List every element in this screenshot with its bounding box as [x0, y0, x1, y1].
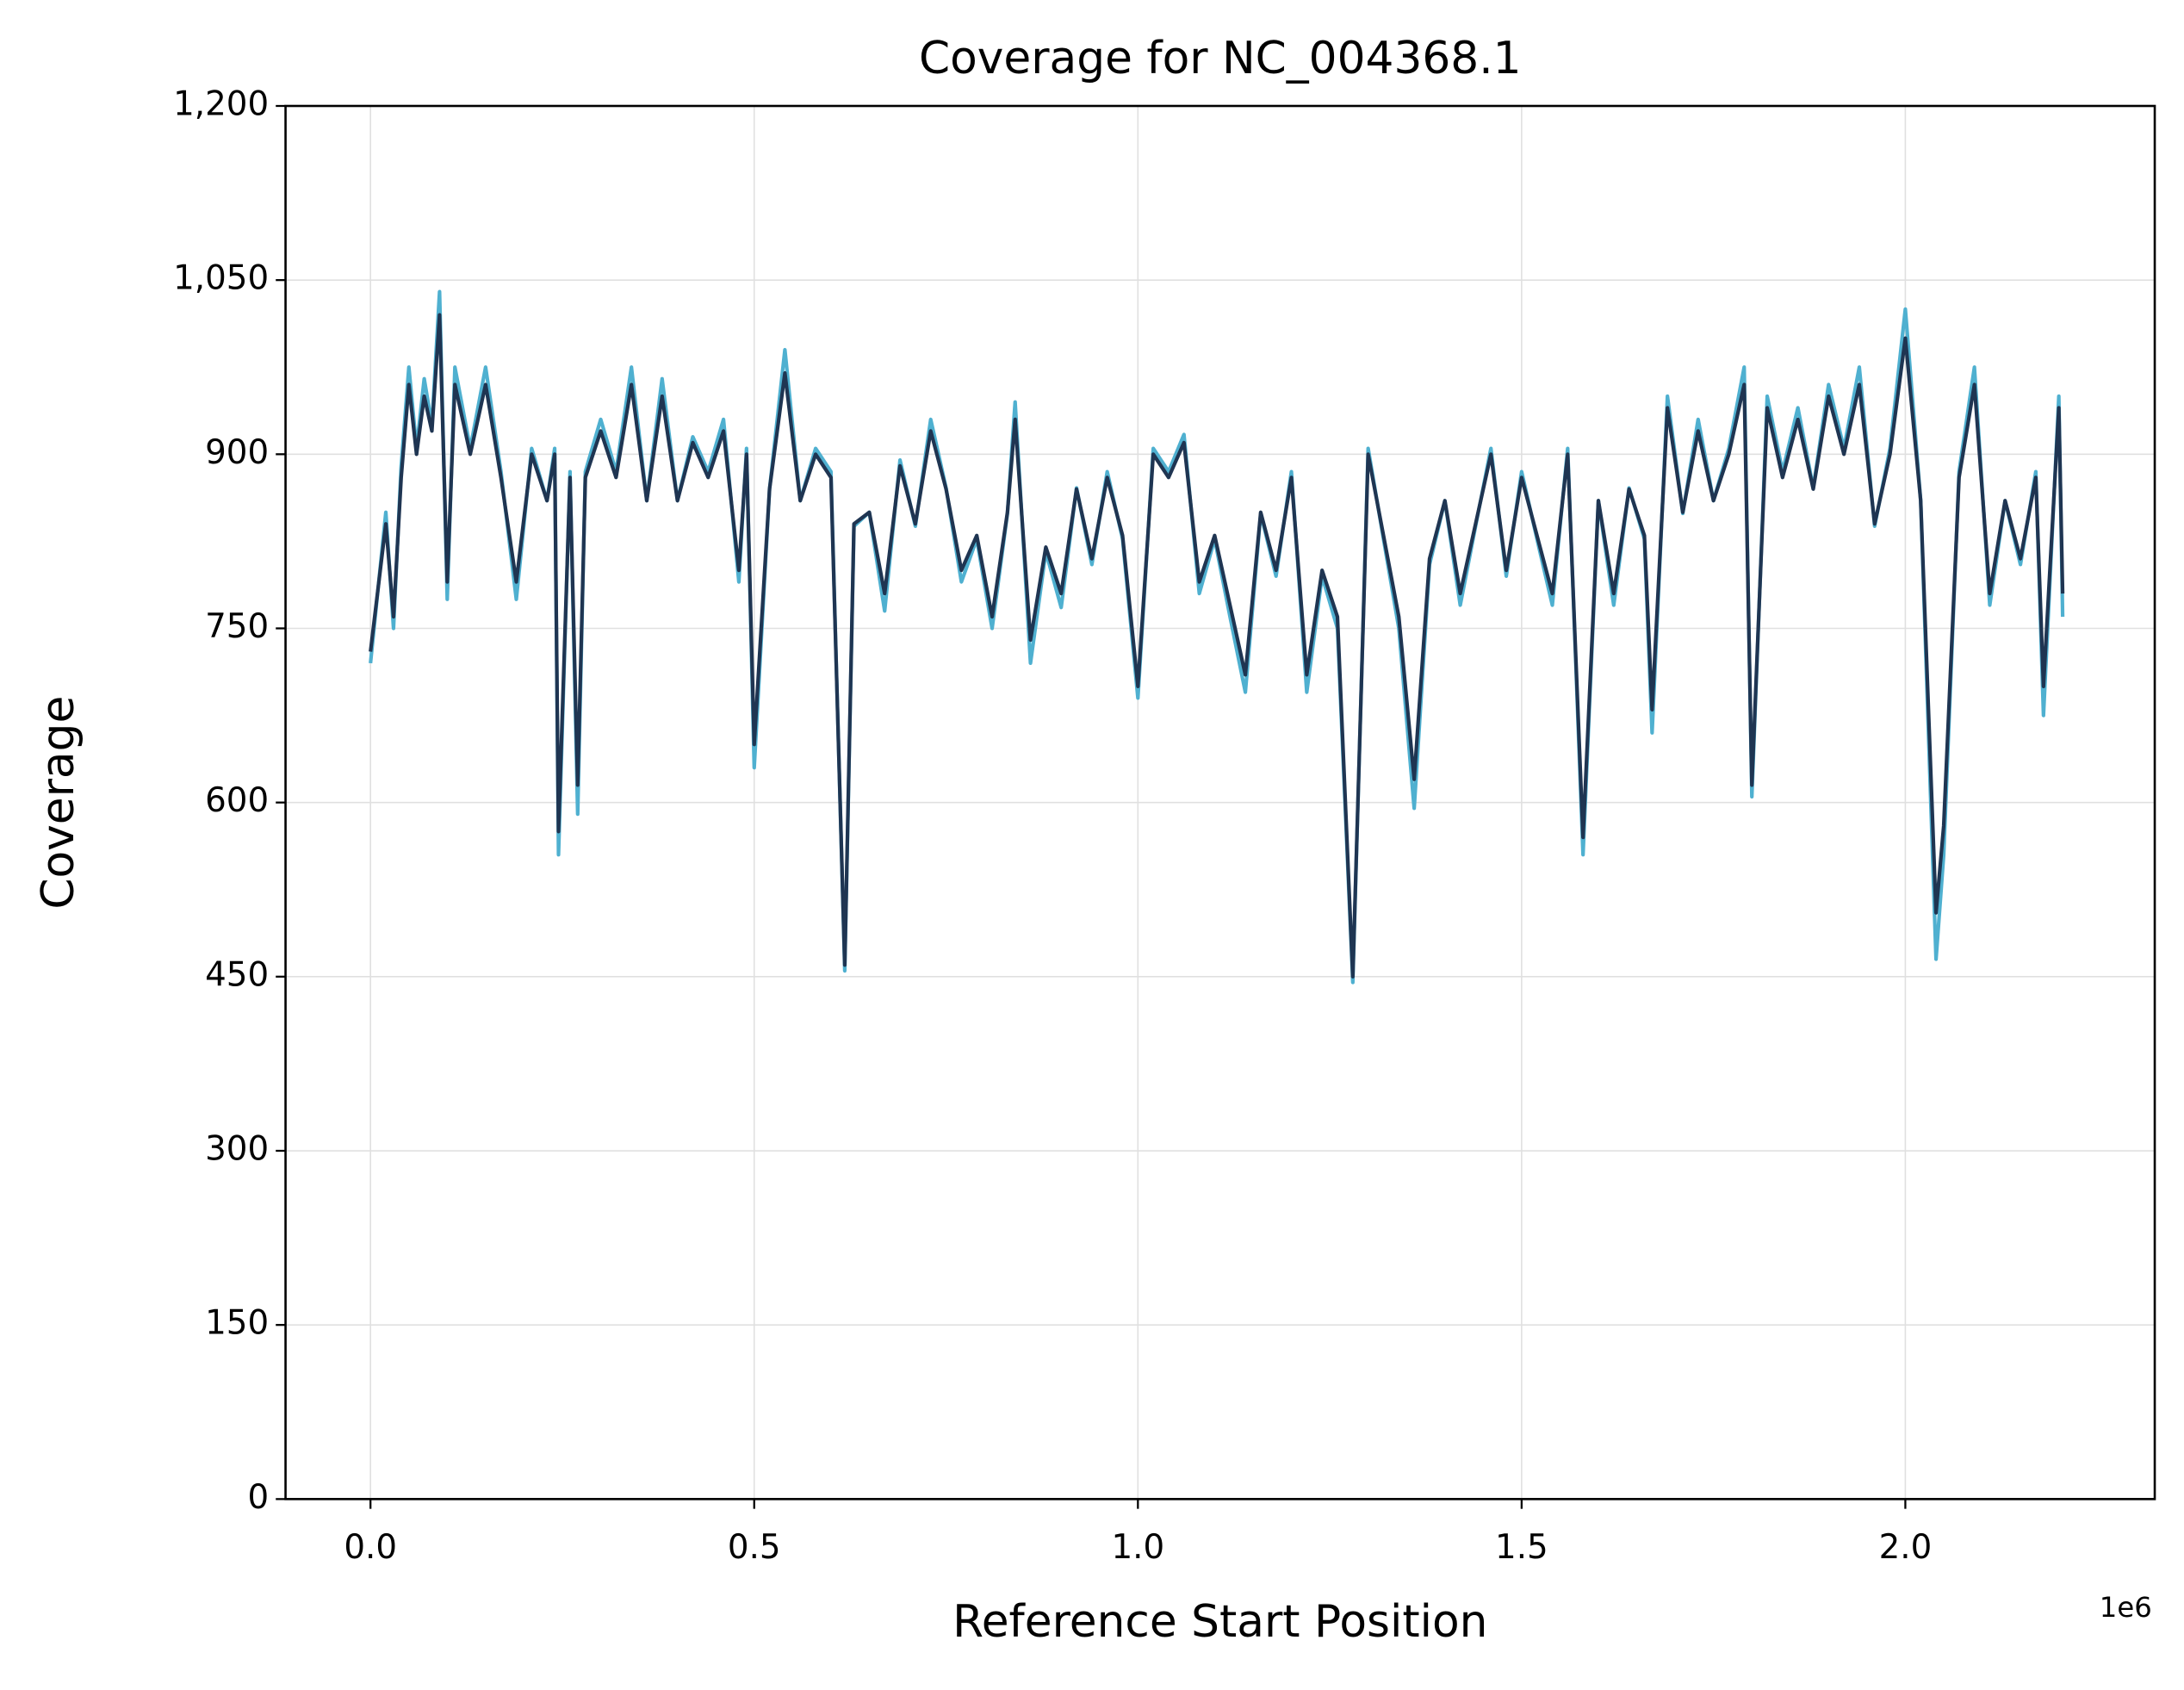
y-tick-label: 1,200 [173, 84, 269, 123]
coverage-line [369, 313, 2065, 979]
y-tick-label: 300 [205, 1130, 269, 1169]
x-tick-label: 0.0 [344, 1528, 397, 1567]
x-tick-label: 1.5 [1495, 1528, 1548, 1567]
y-tick-label: 600 [205, 781, 269, 820]
y-tick-label: 450 [205, 955, 269, 994]
y-tick-label: 1,050 [173, 259, 269, 298]
x-tick-label: 1.0 [1111, 1528, 1164, 1567]
grid [285, 105, 2156, 1500]
plot-area [369, 289, 2065, 985]
y-tick-label: 900 [205, 433, 269, 472]
x-axis-label: Reference Start Position [952, 1596, 1487, 1648]
y-tick-label: 750 [205, 607, 269, 646]
y-tick-label: 0 [247, 1478, 269, 1517]
x-offset-label: 1e6 [2100, 1591, 2152, 1624]
x-tick-label: 2.0 [1879, 1528, 1933, 1567]
y-axis-label: Coverage [33, 696, 84, 910]
chart-title: Coverage for NC_004368.1 [919, 33, 1522, 84]
x-tick-label: 0.5 [728, 1528, 781, 1567]
y-tick-label: 150 [205, 1304, 269, 1343]
